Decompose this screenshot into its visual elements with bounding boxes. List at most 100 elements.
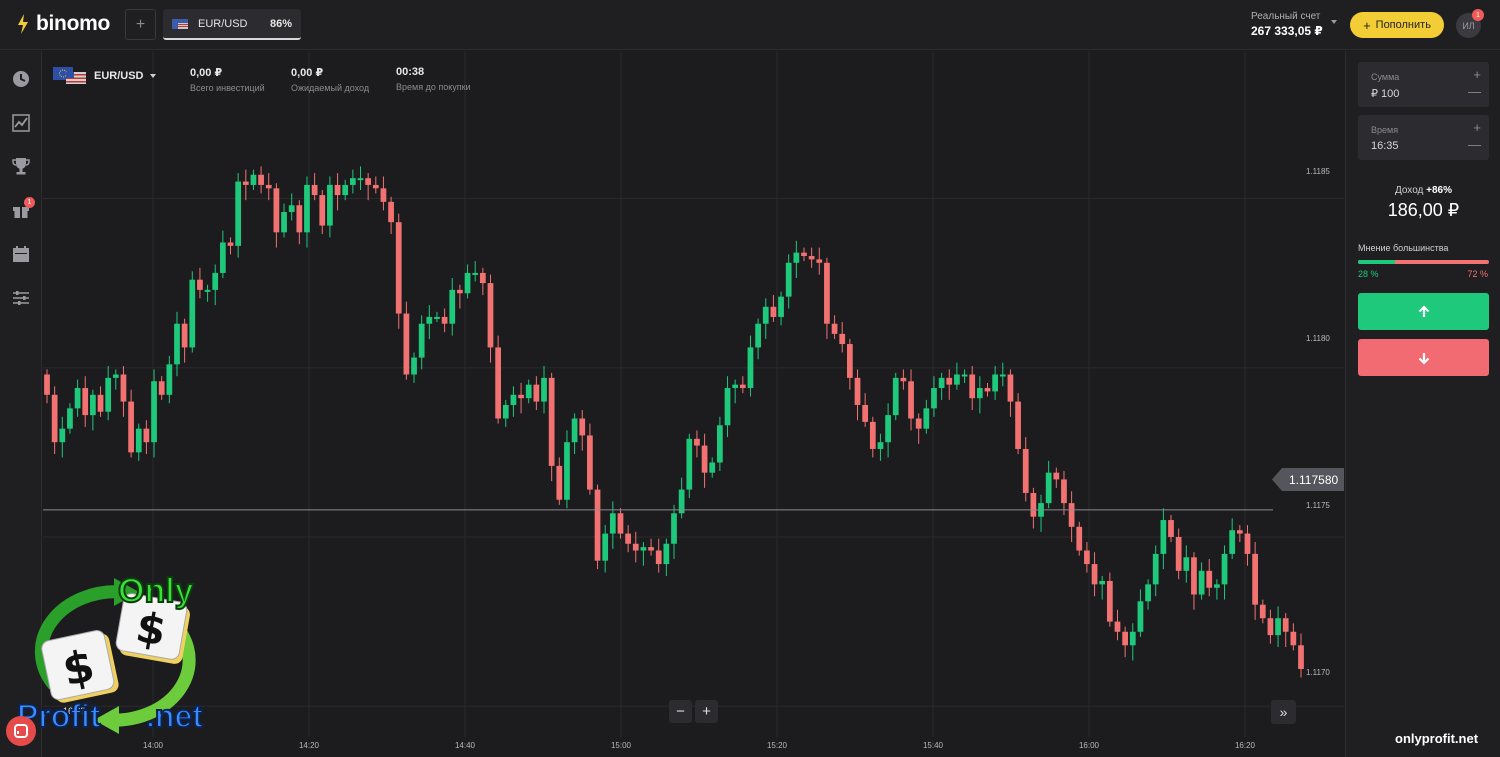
stat-value: 0,00 ₽ — [291, 67, 324, 79]
chevron-down-icon[interactable] — [1331, 20, 1337, 24]
candle-body — [1160, 520, 1167, 554]
support-chat-button[interactable] — [6, 716, 36, 746]
time-increase-button[interactable]: + — [1473, 120, 1481, 135]
total-investment: 0,00 ₽ Всего инвестиций — [190, 66, 265, 93]
x-tick: 15:20 — [766, 741, 788, 750]
candle-body — [441, 316, 448, 324]
candle-body — [479, 272, 486, 284]
chart-area[interactable] — [43, 51, 1344, 757]
x-tick: 16:00 — [1078, 741, 1100, 750]
candle-body — [189, 279, 196, 348]
candlestick-chart — [43, 51, 1344, 737]
candle-body — [457, 289, 463, 294]
account-switcher[interactable]: Реальный счет 267 333,05 ₽ — [1251, 11, 1323, 38]
chevron-down-icon — [149, 74, 156, 78]
add-tab-button[interactable]: + — [125, 9, 156, 40]
candle-body — [846, 344, 853, 378]
amount-decrease-button[interactable]: — — [1468, 84, 1481, 99]
amount-field[interactable]: Сумма ₽ 100 + — — [1358, 62, 1489, 107]
candle-body — [892, 377, 899, 416]
candle-body — [908, 381, 914, 419]
candle-body — [961, 374, 968, 377]
candle-body — [1030, 492, 1037, 517]
candle-body — [648, 547, 654, 551]
logo-text: binomo — [36, 12, 111, 35]
current-price-value: 1.117580 — [1289, 473, 1339, 487]
candle-body — [579, 418, 586, 436]
candle-body — [808, 256, 815, 260]
candle-body — [258, 174, 264, 185]
time-decrease-button[interactable]: — — [1468, 137, 1481, 152]
candle-body — [1022, 448, 1029, 493]
candle-body — [1091, 564, 1098, 585]
candle-body — [594, 489, 601, 561]
asset-selector-name: EUR/USD — [94, 70, 144, 82]
candle-body — [602, 533, 609, 561]
stat-value: 0,00 ₽ — [190, 67, 223, 79]
zoom-in-button[interactable]: + — [695, 700, 718, 723]
x-tick: 14:00 — [142, 741, 164, 750]
trophy-icon[interactable] — [11, 156, 31, 176]
candle-body — [923, 408, 930, 429]
calendar-icon[interactable] — [11, 244, 31, 264]
sliders-icon[interactable] — [11, 288, 31, 308]
zoom-out-button[interactable]: − — [669, 700, 692, 723]
buy-down-button[interactable] — [1358, 339, 1489, 376]
candle-body — [158, 381, 165, 395]
time-value[interactable]: 16:35 — [1371, 140, 1399, 152]
candle-body — [242, 181, 249, 185]
x-tick: 14:20 — [298, 741, 320, 750]
candle-body — [82, 388, 89, 416]
gift-icon[interactable] — [11, 200, 31, 220]
stat-label: Время до покупки — [396, 82, 471, 92]
candle-body — [694, 438, 700, 446]
chart-icon[interactable] — [11, 113, 31, 133]
asset-tab[interactable]: EUR/USD 86% — [163, 9, 301, 40]
candle-body — [885, 415, 891, 443]
candle-body — [1053, 472, 1060, 480]
avatar[interactable]: ИЛ — [1456, 13, 1481, 38]
clock-icon[interactable] — [11, 69, 31, 89]
scroll-to-latest-button[interactable]: » — [1271, 700, 1296, 724]
candle-body — [395, 222, 402, 314]
majority-label: Мнение большинства — [1358, 243, 1449, 253]
candle-body — [839, 333, 846, 345]
brand-logo[interactable]: binomo — [16, 12, 110, 36]
asset-selector[interactable]: EUR/USD — [94, 70, 156, 82]
time-label: Время — [1371, 125, 1399, 135]
candle-body — [587, 435, 593, 490]
candle-body — [632, 543, 639, 551]
candle-body — [288, 205, 295, 213]
amount-increase-button[interactable]: + — [1473, 67, 1481, 82]
stat-value: 00:38 — [396, 66, 425, 78]
candle-body — [449, 289, 456, 324]
candle-body — [1145, 584, 1151, 602]
x-tick: 15:40 — [922, 741, 944, 750]
chat-icon — [14, 724, 28, 738]
candle-body — [403, 313, 410, 375]
candle-body — [778, 296, 784, 317]
candle-body — [762, 306, 769, 324]
candle-body — [931, 388, 937, 409]
candle-body — [999, 374, 1006, 377]
candle-body — [1007, 374, 1014, 402]
candle-body — [197, 279, 203, 290]
x-tick: 16:20 — [1234, 741, 1256, 750]
candle-body — [67, 408, 73, 429]
candle-body — [1152, 553, 1159, 585]
candle-body — [273, 188, 280, 233]
deposit-button[interactable]: + Пополнить — [1350, 12, 1444, 38]
candle-body — [1252, 553, 1258, 605]
candle-body — [1175, 536, 1182, 571]
candle-body — [739, 384, 746, 389]
candle-body — [112, 374, 119, 378]
candle-body — [311, 184, 318, 196]
candle-body — [1168, 520, 1174, 537]
time-field[interactable]: Время 16:35 + — — [1358, 115, 1489, 160]
candle-body — [1290, 631, 1297, 646]
buy-up-button[interactable] — [1358, 293, 1489, 330]
amount-value[interactable]: ₽ 100 — [1371, 88, 1400, 100]
candle-body — [992, 374, 999, 392]
candle-body — [900, 377, 907, 382]
candle-body — [51, 394, 58, 443]
